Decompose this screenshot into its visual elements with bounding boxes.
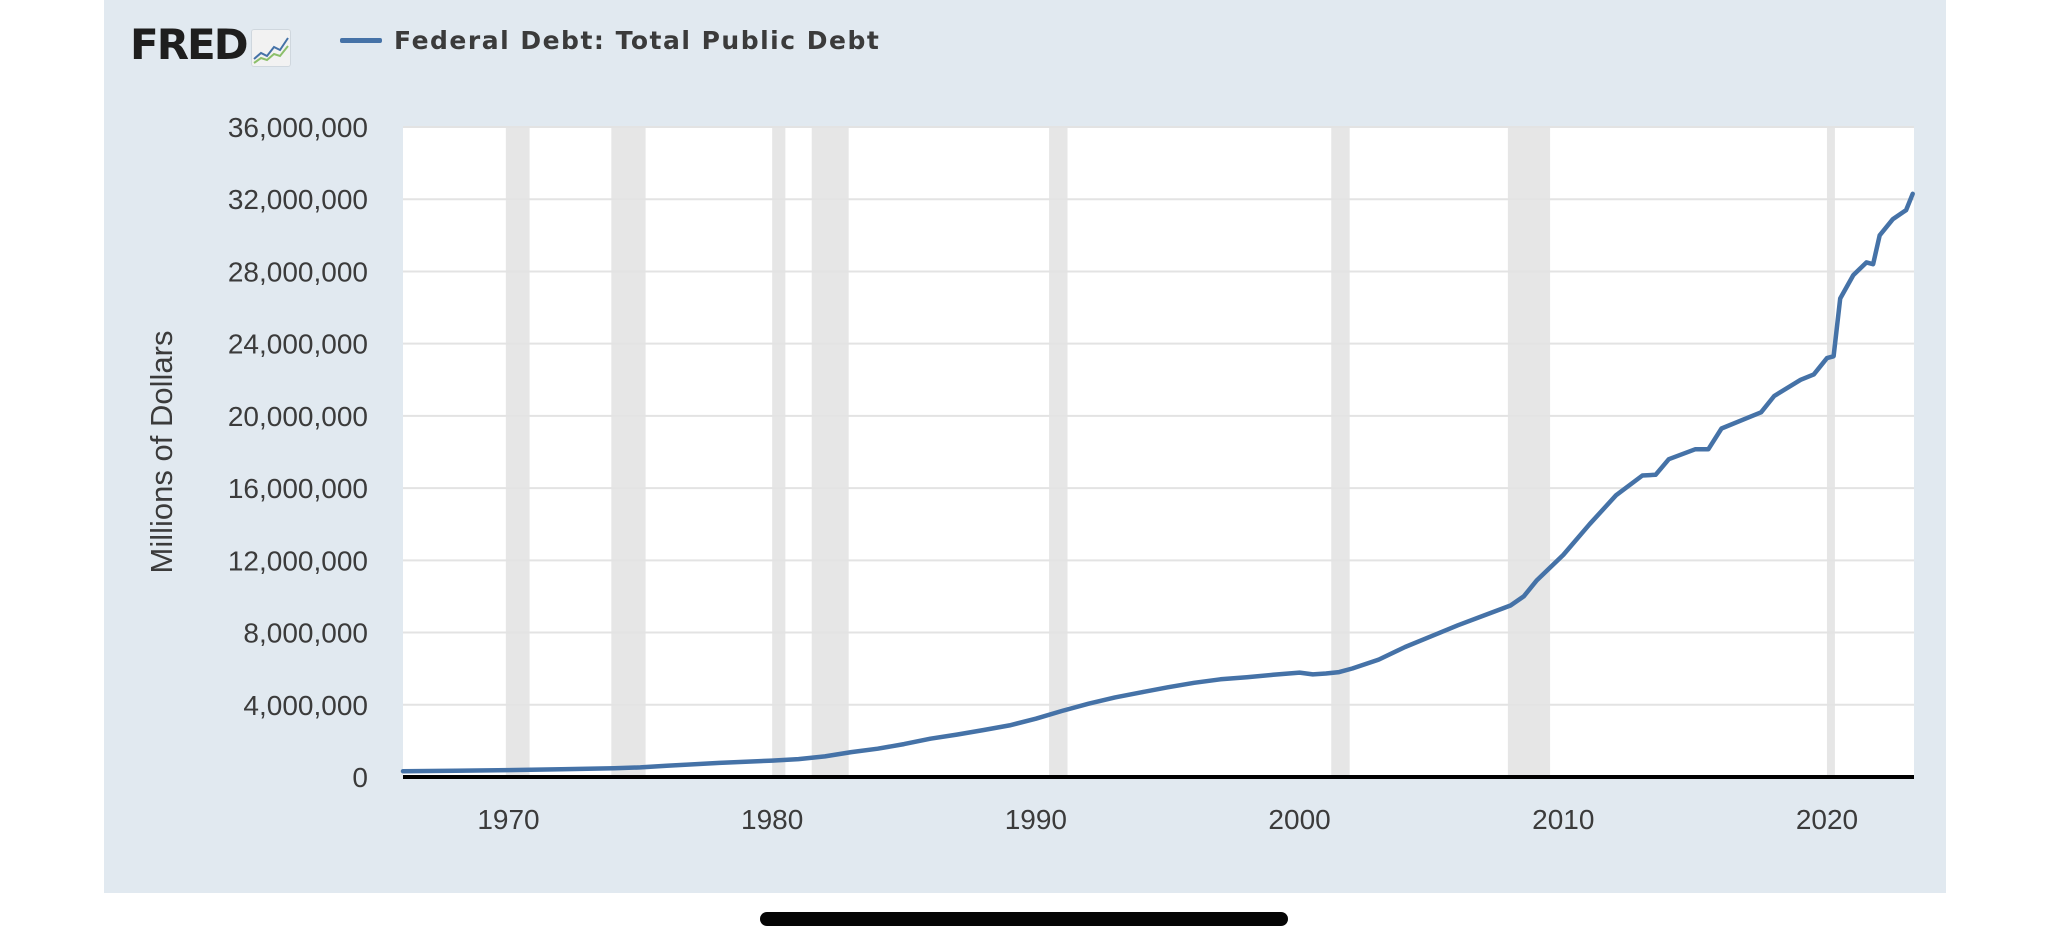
plot-area	[403, 127, 1914, 777]
recession-band	[505, 127, 530, 777]
line-chart-icon	[250, 29, 291, 67]
y-tick-label: 12,000,000	[228, 545, 368, 576]
series-line-total-public-debt	[400, 191, 1915, 774]
grid-lines	[403, 126, 1914, 706]
y-axis-label: Millions of Dollars	[144, 331, 179, 574]
y-tick-label: 32,000,000	[228, 184, 368, 215]
y-tick-label: 36,000,000	[228, 112, 368, 143]
x-tick-label: 1990	[1005, 804, 1067, 835]
x-tick-labels: 1970 1980 1990 2000 2010 2020	[477, 804, 1858, 835]
x-tick-label: 1980	[741, 804, 803, 835]
y-tick-label: 4,000,000	[243, 690, 368, 721]
y-tick-label: 16,000,000	[228, 473, 368, 504]
y-tick-label: 20,000,000	[228, 401, 368, 432]
recession-band	[1049, 127, 1068, 777]
chart-legend[interactable]: Federal Debt: Total Public Debt	[340, 20, 880, 60]
y-tick-labels: 0 4,000,000 8,000,000 12,000,000 16,000,000 2…	[228, 112, 368, 793]
recession-bands	[505, 127, 1835, 777]
legend-label: Federal Debt: Total Public Debt	[394, 25, 881, 55]
y-tick-label: 8,000,000	[243, 618, 368, 649]
x-tick-label: 2010	[1532, 804, 1594, 835]
fred-logo[interactable]: FRED	[130, 20, 291, 70]
recession-band	[1826, 127, 1835, 777]
x-tick-label: 1970	[477, 804, 539, 835]
recession-band	[1507, 127, 1551, 777]
y-tick-label: 28,000,000	[228, 256, 368, 287]
legend-swatch	[340, 37, 382, 43]
home-indicator[interactable]	[760, 912, 1288, 926]
y-tick-label: 0	[352, 762, 368, 793]
y-tick-label: 24,000,000	[228, 329, 368, 360]
logo-text: FRED	[130, 20, 249, 69]
x-tick-label: 2020	[1796, 804, 1858, 835]
recession-band	[1331, 127, 1350, 777]
recession-band	[772, 127, 786, 777]
recession-band	[611, 127, 646, 777]
recession-band	[811, 127, 849, 777]
x-tick-label: 2000	[1268, 804, 1330, 835]
